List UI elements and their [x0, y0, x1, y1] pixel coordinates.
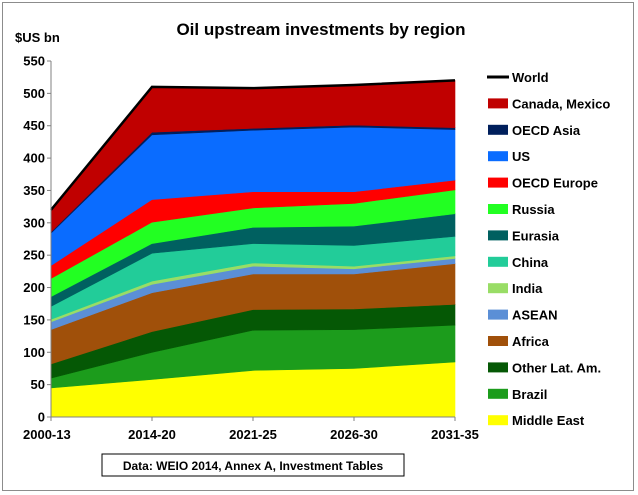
chart-frame: Oil upstream investments by region $US b…: [2, 2, 634, 491]
legend-label-eurasia: Eurasia: [512, 228, 560, 243]
legend-swatch-russia: [488, 204, 508, 214]
source-note-box: Data: WEIO 2014, Annex A, Investment Tab…: [101, 453, 405, 477]
line-world-total: [50, 79, 456, 211]
y-tick-label: 300: [23, 215, 45, 230]
legend-swatch-oecd-europe: [488, 177, 508, 188]
y-tick-label: 450: [23, 118, 45, 133]
axes-group: 0 50 100 150 200 250 300 350 400 450 500 550 2000-13…: [23, 54, 479, 443]
y-tick-label: 500: [23, 86, 45, 101]
y-tick-label: 200: [23, 280, 45, 295]
legend-label-oecd-europe: OECD Europe: [512, 176, 598, 191]
y-tick-label: 550: [23, 54, 45, 69]
source-note-border: [101, 453, 405, 477]
legend-label-oecd-asia: OECD Asia: [512, 123, 581, 138]
legend-swatch-brazil: [488, 388, 508, 399]
y-tick-label: 0: [38, 410, 45, 425]
legend-label-middle-east: Middle East: [512, 413, 585, 428]
legend-swatch-other-lat-am: [488, 362, 508, 373]
x-tick-label: 2026-30: [330, 427, 378, 442]
area-series-group: [50, 79, 456, 418]
legend-label-africa: Africa: [512, 334, 550, 349]
legend-label-us: US: [512, 149, 530, 164]
x-tick-label: 2014-20: [128, 427, 176, 442]
source-note: Data: WEIO 2014, Annex A, Investment Tab…: [123, 459, 384, 473]
y-tick-label: 100: [23, 345, 45, 360]
y-axis-unit-label: $US bn: [15, 30, 60, 45]
legend-label-brazil: Brazil: [512, 387, 547, 402]
legend-swatch-middle-east: [488, 415, 508, 426]
x-tick-label: 2031-35: [431, 427, 479, 442]
legend-swatch-india: [488, 283, 508, 294]
legend-swatch-oecd-asia: [488, 124, 508, 135]
area-chart: Oil upstream investments by region $US b…: [15, 20, 610, 477]
y-tick-label: 50: [31, 377, 45, 392]
legend-swatch-us: [488, 151, 508, 162]
legend-label-china: China: [512, 255, 549, 270]
legend-label-russia: Russia: [512, 202, 555, 217]
legend-swatch-china: [488, 256, 508, 267]
legend-label-asean: ASEAN: [512, 308, 558, 323]
chart-title: Oil upstream investments by region: [176, 20, 465, 39]
legend-label-canada-mexico: Canada, Mexico: [512, 96, 610, 111]
legend-label-india: India: [512, 281, 543, 296]
legend-label-other-lat-am: Other Lat. Am.: [512, 360, 601, 375]
legend-swatch-asean: [488, 309, 508, 320]
legend-label-world: World: [512, 70, 549, 85]
y-tick-label: 350: [23, 183, 45, 198]
y-tick-label: 400: [23, 151, 45, 166]
legend-swatch-eurasia: [488, 230, 508, 241]
legend-swatch-africa: [488, 336, 508, 346]
x-tick-label: 2021-25: [229, 427, 277, 442]
legend: World Canada, Mexico OECD Asia US OECD Europ…: [487, 70, 610, 428]
y-tick-label: 250: [23, 248, 45, 263]
legend-swatch-canada-mexico: [488, 98, 508, 109]
x-tick-label: 2000-13: [23, 427, 71, 442]
y-tick-label: 150: [23, 312, 45, 327]
